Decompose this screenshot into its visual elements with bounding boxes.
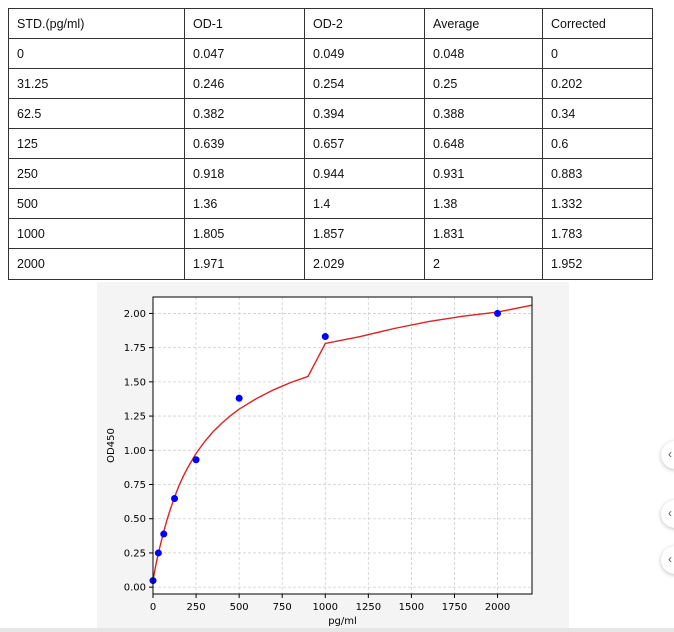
cell-od1: 0.639	[184, 128, 305, 159]
cell-average: 2	[424, 248, 543, 280]
y-tick-label: 1.00	[124, 446, 146, 457]
cell-od2: 1.4	[304, 188, 425, 219]
cell-od2: 0.049	[304, 38, 425, 69]
floating-action-button[interactable]: ‹	[661, 441, 674, 469]
cell-od2: 0.254	[304, 68, 425, 99]
horizontal-scrollbar[interactable]	[0, 628, 674, 632]
cell-average: 0.25	[424, 68, 543, 99]
x-tick-label: 500	[230, 602, 249, 613]
x-tick-label: 1000	[313, 602, 338, 613]
x-tick-label: 1500	[399, 602, 424, 613]
cell-std: 62.5	[8, 98, 185, 129]
cell-od1: 0.382	[184, 98, 305, 129]
cell-average: 0.931	[424, 158, 543, 189]
axes	[149, 296, 533, 598]
cell-od1: 1.805	[184, 218, 305, 249]
cell-corrected: 0.6	[542, 128, 653, 159]
chevron-icon: ‹	[668, 447, 672, 461]
cell-corrected: 0.34	[542, 98, 653, 129]
cell-od1: 1.971	[184, 248, 305, 280]
header-od1: OD-1	[184, 8, 305, 39]
cell-corrected: 1.783	[542, 218, 653, 249]
header-std: STD.(pg/ml)	[8, 8, 185, 39]
table-row: 2000 1.971 2.029 2 1.952	[8, 248, 653, 280]
y-tick-label: 0.25	[124, 548, 146, 559]
cell-std: 1000	[8, 218, 185, 249]
cell-od1: 0.246	[184, 68, 305, 99]
cell-std: 250	[8, 158, 185, 189]
x-tick-label: 0	[150, 602, 156, 613]
x-tick-label: 250	[187, 602, 206, 613]
data-point	[160, 530, 168, 538]
cell-std: 500	[8, 188, 185, 219]
cell-od2: 0.657	[304, 128, 425, 159]
floating-action-button[interactable]: ‹	[661, 546, 674, 574]
cell-corrected: 1.332	[542, 188, 653, 219]
table-row: 31.25 0.246 0.254 0.25 0.202	[8, 68, 653, 99]
table-header-row: STD.(pg/ml) OD-1 OD-2 Average Corrected	[8, 8, 653, 39]
cell-std: 31.25	[8, 68, 185, 99]
y-tick-label: 0.75	[124, 480, 146, 491]
data-point	[154, 549, 162, 557]
cell-corrected: 0.883	[542, 158, 653, 189]
data-point	[321, 333, 329, 341]
cell-od2: 2.029	[304, 248, 425, 280]
cell-corrected: 1.952	[542, 248, 653, 280]
cell-std: 2000	[8, 248, 185, 280]
data-point	[235, 394, 243, 402]
y-tick-label: 2.00	[124, 309, 146, 320]
data-point	[494, 309, 502, 317]
cell-average: 1.38	[424, 188, 543, 219]
y-tick-label: 1.75	[124, 343, 146, 354]
chevron-icon: ‹	[668, 552, 672, 566]
y-tick-label: 0.50	[124, 514, 146, 525]
cell-std: 0	[8, 38, 185, 69]
x-tick-label: 2000	[485, 602, 510, 613]
table-row: 0 0.047 0.049 0.048 0	[8, 38, 653, 69]
table-row: 250 0.918 0.944 0.931 0.883	[8, 158, 653, 189]
cell-od2: 0.394	[304, 98, 425, 129]
cell-std: 125	[8, 128, 185, 159]
chart-canvas: 0 250 500 750 1000 1250 1500 1750 2000 0.00 0.25 0.…	[106, 296, 533, 627]
chevron-icon: ‹	[668, 506, 672, 520]
header-od2: OD-2	[304, 8, 425, 39]
cell-od2: 1.857	[304, 218, 425, 249]
floating-action-button[interactable]: ‹	[661, 500, 674, 528]
table-row: 125 0.639 0.657 0.648 0.6	[8, 128, 653, 159]
y-tick-label: 1.25	[124, 412, 146, 423]
standard-curve-table: STD.(pg/ml) OD-1 OD-2 Average Corrected …	[8, 8, 653, 280]
y-axis-label: OD450	[106, 428, 117, 463]
plot-area	[153, 297, 532, 594]
x-axis-label: pg/ml	[328, 616, 357, 627]
cell-average: 1.831	[424, 218, 543, 249]
data-point	[192, 456, 200, 464]
x-tick-label: 750	[273, 602, 292, 613]
table-row: 1000 1.805 1.857 1.831 1.783	[8, 218, 653, 249]
cell-average: 0.388	[424, 98, 543, 129]
data-point	[171, 494, 179, 502]
tick-labels: 0 250 500 750 1000 1250 1500 1750 2000 0.00 0.25 0.…	[124, 309, 511, 613]
table-row: 500 1.36 1.4 1.38 1.332	[8, 188, 653, 219]
standard-curve-chart: 0 250 500 750 1000 1250 1500 1750 2000 0.00 0.25 0.…	[97, 282, 569, 628]
header-average: Average	[424, 8, 543, 39]
x-tick-label: 1750	[442, 602, 467, 613]
cell-od2: 0.944	[304, 158, 425, 189]
cell-corrected: 0	[542, 38, 653, 69]
cell-average: 0.648	[424, 128, 543, 159]
x-tick-label: 1250	[356, 602, 381, 613]
grid-lines	[152, 297, 532, 594]
y-tick-label: 1.50	[124, 377, 146, 388]
cell-od1: 1.36	[184, 188, 305, 219]
data-points-layer	[149, 309, 502, 585]
cell-od1: 0.047	[184, 38, 305, 69]
table-row: 62.5 0.382 0.394 0.388 0.34	[8, 98, 653, 129]
cell-corrected: 0.202	[542, 68, 653, 99]
header-corrected: Corrected	[542, 8, 653, 39]
cell-average: 0.048	[424, 38, 543, 69]
cell-od1: 0.918	[184, 158, 305, 189]
y-tick-label: 0.00	[124, 583, 146, 594]
axes-frame	[152, 296, 533, 595]
